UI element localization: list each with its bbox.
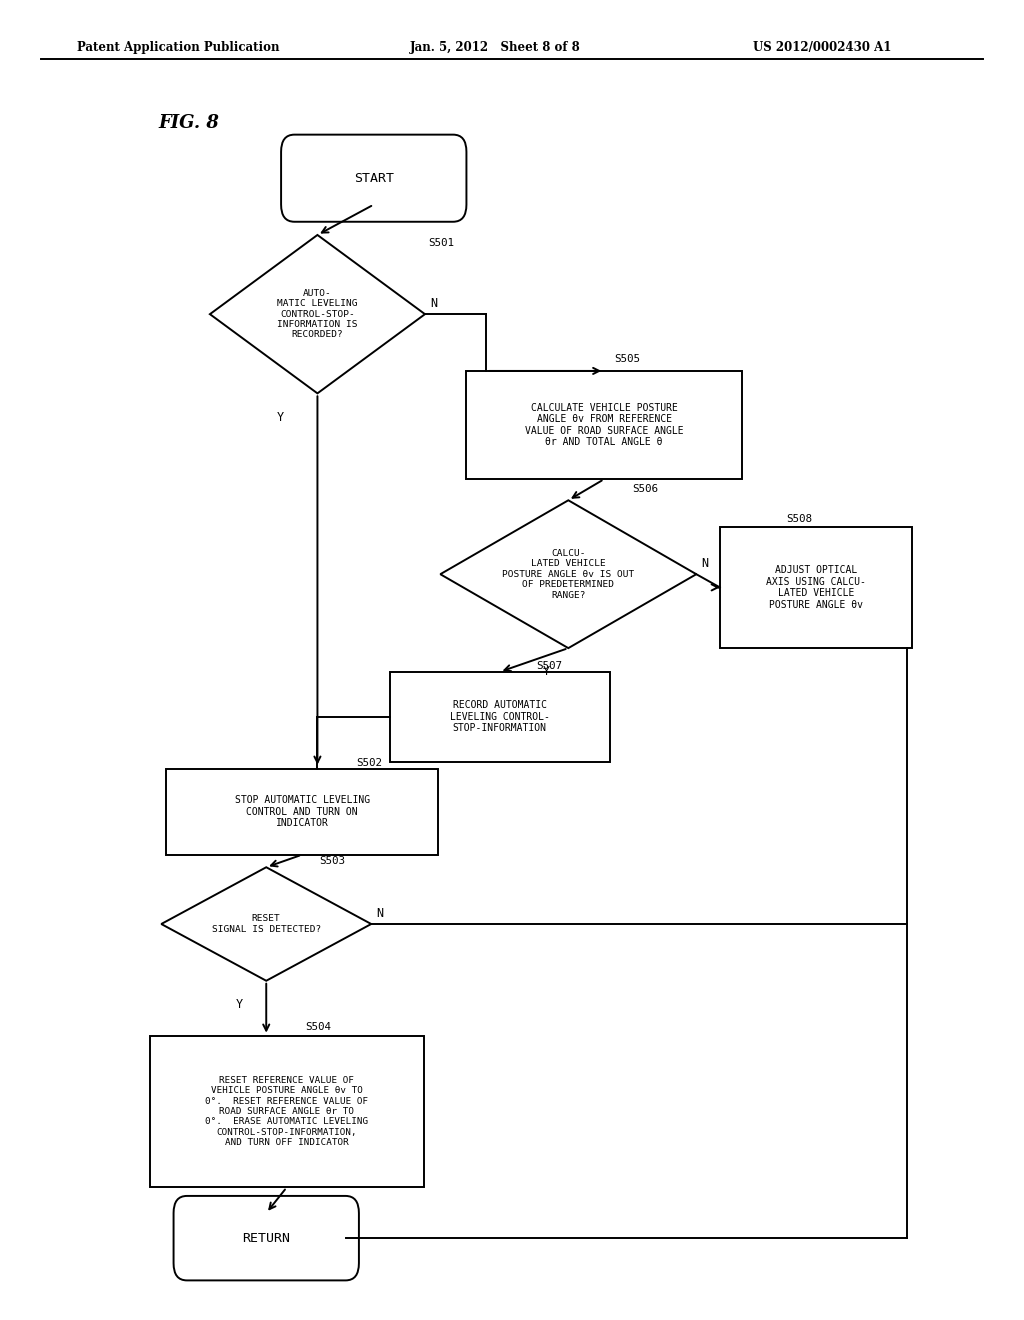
- Text: START: START: [353, 172, 394, 185]
- Text: ADJUST OPTICAL
AXIS USING CALCU-
LATED VEHICLE
POSTURE ANGLE θv: ADJUST OPTICAL AXIS USING CALCU- LATED V…: [766, 565, 866, 610]
- Text: N: N: [701, 557, 709, 570]
- Text: AUTO-
MATIC LEVELING
CONTROL-STOP-
INFORMATION IS
RECORDED?: AUTO- MATIC LEVELING CONTROL-STOP- INFOR…: [278, 289, 357, 339]
- Text: US 2012/0002430 A1: US 2012/0002430 A1: [753, 41, 891, 54]
- Bar: [166, 768, 438, 855]
- Bar: [150, 1035, 424, 1188]
- Text: Patent Application Publication: Patent Application Publication: [77, 41, 280, 54]
- Text: Y: Y: [276, 411, 284, 424]
- Text: S505: S505: [614, 354, 640, 364]
- Text: S502: S502: [356, 758, 382, 768]
- Text: STOP AUTOMATIC LEVELING
CONTROL AND TURN ON
INDICATOR: STOP AUTOMATIC LEVELING CONTROL AND TURN…: [234, 795, 370, 829]
- Text: S504: S504: [305, 1022, 331, 1032]
- Polygon shape: [210, 235, 425, 393]
- Text: Y: Y: [236, 998, 243, 1011]
- FancyBboxPatch shape: [281, 135, 466, 222]
- Bar: [466, 371, 742, 479]
- Text: S508: S508: [786, 513, 812, 524]
- Bar: [389, 672, 610, 762]
- Bar: [720, 527, 912, 648]
- FancyBboxPatch shape: [173, 1196, 358, 1280]
- Text: Jan. 5, 2012   Sheet 8 of 8: Jan. 5, 2012 Sheet 8 of 8: [410, 41, 581, 54]
- Text: CALCULATE VEHICLE POSTURE
ANGLE θv FROM REFERENCE
VALUE OF ROAD SURFACE ANGLE
θr: CALCULATE VEHICLE POSTURE ANGLE θv FROM …: [525, 403, 683, 447]
- Text: Y: Y: [543, 665, 550, 678]
- Text: CALCU-
LATED VEHICLE
POSTURE ANGLE θv IS OUT
OF PREDETERMINED
RANGE?: CALCU- LATED VEHICLE POSTURE ANGLE θv IS…: [502, 549, 635, 599]
- Text: S503: S503: [319, 855, 345, 866]
- Text: S506: S506: [632, 483, 657, 494]
- Polygon shape: [162, 867, 371, 981]
- Text: N: N: [377, 907, 383, 920]
- Text: N: N: [430, 297, 437, 310]
- Text: RECORD AUTOMATIC
LEVELING CONTROL-
STOP-INFORMATION: RECORD AUTOMATIC LEVELING CONTROL- STOP-…: [450, 700, 550, 734]
- Text: RESET
SIGNAL IS DETECTED?: RESET SIGNAL IS DETECTED?: [212, 915, 321, 933]
- Text: RESET REFERENCE VALUE OF
VEHICLE POSTURE ANGLE θv TO
0°.  RESET REFERENCE VALUE : RESET REFERENCE VALUE OF VEHICLE POSTURE…: [205, 1076, 369, 1147]
- Text: FIG. 8: FIG. 8: [159, 114, 219, 132]
- Polygon shape: [440, 500, 696, 648]
- Text: S501: S501: [428, 238, 454, 248]
- Text: S507: S507: [537, 660, 562, 671]
- Text: RETURN: RETURN: [243, 1232, 290, 1245]
